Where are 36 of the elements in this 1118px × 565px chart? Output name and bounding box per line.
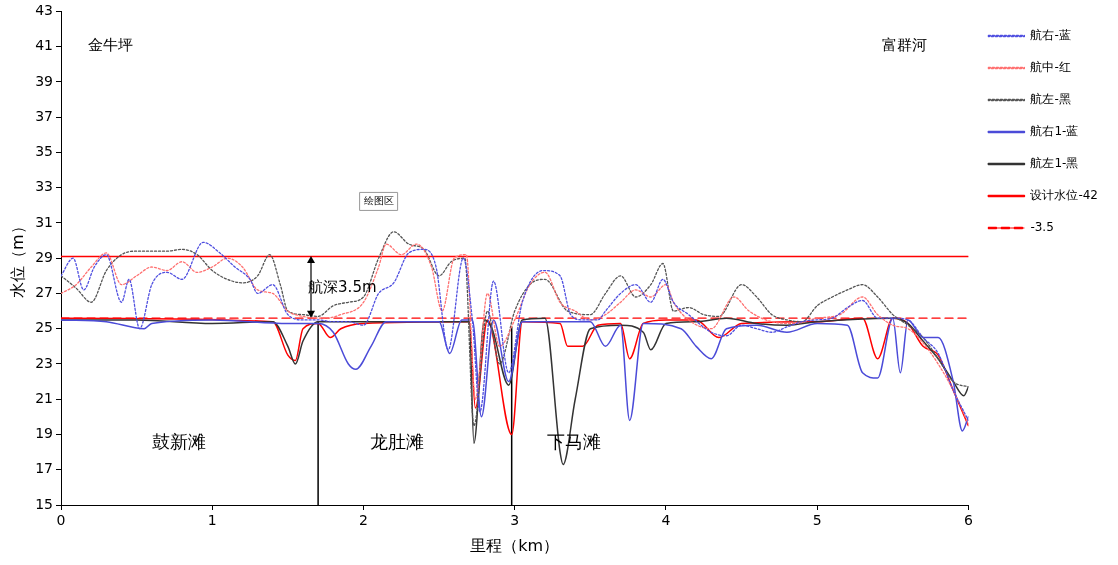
- x-tick-label: 1: [207, 512, 217, 529]
- y-axis-title: 水位（m）: [7, 218, 27, 298]
- y-tick-label: 41: [35, 37, 54, 54]
- x-tick-label: 0: [56, 512, 66, 529]
- y-tick-label: 15: [35, 495, 54, 512]
- annotation: 龙肚滩: [369, 430, 424, 452]
- x-tick-label: 2: [359, 512, 368, 529]
- annotation: 绘图区: [363, 195, 394, 207]
- annotation: 金牛坪: [88, 35, 134, 54]
- y-tick-label: 19: [35, 425, 54, 442]
- x-tick-label: 4: [661, 512, 671, 529]
- legend-label: 航中-红: [1030, 60, 1071, 75]
- x-tick-label: 3: [510, 512, 520, 529]
- annotation: 富群河: [882, 35, 928, 54]
- y-tick-label: 35: [35, 143, 54, 160]
- y-tick-label: 43: [35, 2, 54, 19]
- x-tick-label: 5: [812, 512, 822, 529]
- legend-label: 航右1-蓝: [1030, 124, 1079, 139]
- y-tick-label: 33: [35, 178, 54, 195]
- y-tick-label: 23: [35, 354, 54, 371]
- y-tick-label: 37: [35, 107, 54, 124]
- legend-label: 航左-黑: [1030, 92, 1071, 107]
- legend-label: 设计水位-42: [1030, 188, 1099, 203]
- y-tick-label: 25: [35, 319, 54, 336]
- legend-label: 航左1-黑: [1030, 156, 1079, 171]
- legend-label: 航右-蓝: [1030, 28, 1071, 43]
- legend-label: -3.5: [1030, 220, 1054, 235]
- y-tick-label: 29: [35, 248, 54, 265]
- y-tick-label: 17: [35, 460, 54, 477]
- y-tick-label: 31: [35, 213, 54, 230]
- y-tick-label: 27: [35, 284, 54, 301]
- x-tick-label: 6: [963, 512, 973, 529]
- x-axis-title: 里程（km）: [470, 535, 560, 555]
- annotation: 鼓新滩: [151, 430, 206, 452]
- y-tick-label: 39: [35, 72, 54, 89]
- y-tick-label: 21: [35, 389, 54, 406]
